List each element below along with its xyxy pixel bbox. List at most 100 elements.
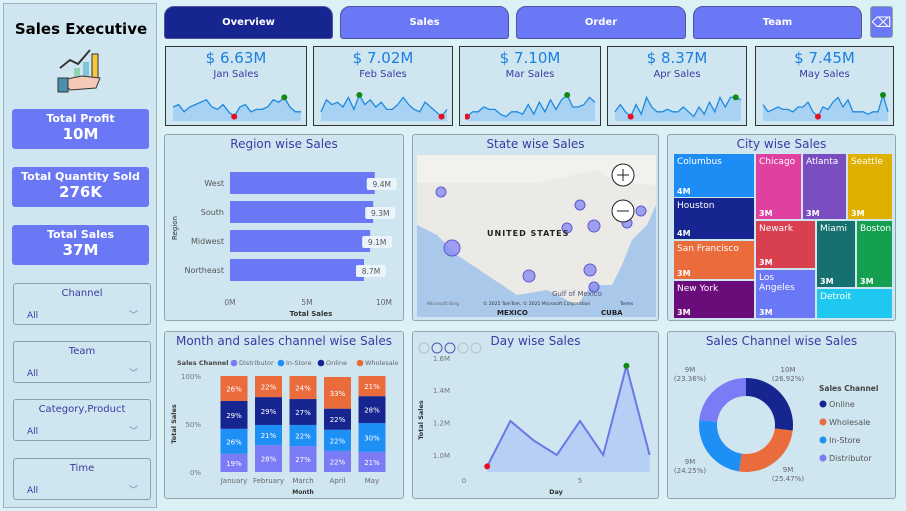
stacked-bar-segment[interactable] — [255, 424, 282, 446]
map-terms-link[interactable]: Terms — [619, 301, 634, 307]
region-bar[interactable] — [230, 172, 375, 194]
legend-label[interactable]: In-Store — [829, 436, 861, 445]
tab-sales[interactable]: Sales — [340, 6, 509, 39]
kpi-label: Total Profit — [46, 112, 115, 125]
city-value: 3M — [851, 209, 865, 218]
state-bubble[interactable] — [522, 269, 536, 283]
region-bar[interactable] — [230, 230, 371, 252]
stacked-bar-segment[interactable] — [220, 428, 248, 454]
us-map[interactable]: UNITED STATES Gulf of Mexico Microsoft B… — [417, 155, 656, 317]
city-value: 3M — [677, 269, 691, 278]
state-bubble[interactable] — [561, 222, 573, 234]
stacked-bar-segment[interactable] — [255, 445, 282, 472]
stacked-bar-segment[interactable] — [358, 423, 386, 452]
legend-label[interactable]: Wholesale — [829, 418, 870, 427]
y-tick-label: 1.6M — [433, 355, 450, 363]
state-bubble[interactable] — [443, 239, 461, 257]
x-axis-title: Total Sales — [290, 310, 333, 318]
treemap-cell[interactable]: San Francisco 3M — [674, 241, 754, 279]
legend-label[interactable]: Online — [829, 400, 855, 409]
stop-button[interactable] — [444, 342, 456, 354]
filter-dropdown[interactable]: Channel All ﹀ — [13, 283, 151, 325]
tab-order[interactable]: Order — [516, 6, 686, 39]
sales-line[interactable] — [486, 361, 651, 467]
legend-title: Sales Channel — [819, 384, 878, 393]
stacked-bar-segment[interactable] — [255, 376, 282, 398]
donut-slice[interactable] — [738, 428, 793, 472]
treemap-cell[interactable]: New York 3M — [674, 281, 754, 318]
state-bubble[interactable] — [587, 219, 601, 233]
treemap-cell[interactable]: Houston 4M — [674, 198, 754, 239]
filter-dropdown[interactable]: Category,Product All ﹀ — [13, 399, 151, 441]
zoom-in-button[interactable] — [611, 163, 635, 187]
treemap-cell[interactable]: Newark 3M — [756, 221, 815, 268]
legend-label[interactable]: Online — [326, 359, 347, 367]
sparkline-line — [320, 93, 448, 118]
region-bar[interactable] — [230, 259, 364, 281]
stacked-bar-segment[interactable] — [358, 396, 386, 424]
min-marker — [627, 113, 634, 120]
zoom-out-button[interactable] — [611, 199, 635, 223]
x-axis-title: Day — [549, 488, 564, 496]
x-tick-label: April — [330, 477, 346, 485]
stacked-bar-segment[interactable] — [255, 397, 282, 425]
treemap-cell[interactable]: Boston 3M — [857, 221, 892, 287]
city-name: San Francisco — [677, 244, 739, 254]
next-button[interactable] — [470, 342, 482, 354]
stacked-bar-segment[interactable] — [289, 376, 317, 400]
treemap-cell[interactable]: Chicago 3M — [756, 154, 801, 219]
stacked-bar-segment[interactable] — [324, 376, 351, 409]
treemap-cell[interactable]: Detroit — [817, 289, 892, 318]
segment-label: 22% — [261, 384, 277, 392]
region-label: West — [204, 179, 224, 188]
state-bubble[interactable] — [583, 263, 597, 277]
state-bubble[interactable] — [435, 186, 447, 198]
kpi-value: 37M — [62, 241, 99, 259]
sparkline-area — [321, 95, 447, 121]
legend-label[interactable]: Distributor — [829, 454, 872, 463]
min-marker — [815, 113, 821, 120]
stacked-bar-segment[interactable] — [220, 376, 248, 401]
prev-button[interactable] — [457, 342, 469, 354]
donut-slice[interactable] — [746, 378, 793, 431]
donut-slice[interactable] — [699, 378, 746, 423]
stacked-bar-segment[interactable] — [289, 399, 317, 425]
filter-dropdown[interactable]: Time All ﹀ — [13, 458, 151, 500]
legend-label[interactable]: In-Store — [286, 359, 312, 367]
month-sales-label: May Sales — [799, 69, 850, 80]
region-bar[interactable] — [230, 201, 374, 223]
treemap-cell[interactable]: Columbus 4M — [674, 154, 754, 197]
stacked-bar-segment[interactable] — [358, 376, 386, 397]
legend-label[interactable]: Distributor — [239, 359, 274, 367]
donut-title: Sales Channel wise Sales — [705, 334, 858, 348]
max-marker — [623, 362, 630, 369]
treemap-cell[interactable]: Los Angeles 3M — [756, 270, 815, 318]
filter-dropdown[interactable]: Team All ﹀ — [13, 341, 151, 383]
tab-overview[interactable]: Overview — [164, 6, 333, 39]
pause-button[interactable] — [431, 342, 443, 354]
legend-label[interactable]: Wholesale — [365, 359, 399, 367]
segment-label: 29% — [226, 412, 242, 420]
donut-slice[interactable] — [699, 420, 742, 472]
stacked-bar-segment[interactable] — [324, 450, 351, 472]
stacked-bar-segment[interactable] — [358, 451, 386, 472]
eraser-icon[interactable]: ⌫ — [870, 6, 893, 38]
kpi-label: Total Sales — [46, 228, 114, 241]
month-sales-value: $ 8.37M — [646, 49, 708, 67]
stacked-bar-segment[interactable] — [220, 400, 248, 429]
treemap-cell[interactable]: Atlanta 3M — [803, 154, 846, 219]
stacked-bar-segment[interactable] — [289, 446, 317, 472]
play-button[interactable] — [418, 342, 430, 354]
treemap-cell[interactable]: Seattle 3M — [848, 154, 892, 219]
tab-team[interactable]: Team — [693, 6, 862, 39]
state-bubble[interactable] — [635, 205, 647, 217]
stacked-bar-segment[interactable] — [289, 424, 317, 447]
stacked-bar-segment[interactable] — [324, 408, 351, 430]
stacked-bar-segment[interactable] — [220, 453, 248, 472]
kpi-label: Total Quantity Sold — [21, 170, 140, 183]
state-bubble[interactable] — [588, 281, 600, 293]
segment-label: 22% — [330, 416, 346, 424]
treemap-cell[interactable]: Miami 3M — [817, 221, 855, 287]
stacked-bar-segment[interactable] — [324, 429, 351, 451]
state-bubble[interactable] — [574, 199, 586, 211]
